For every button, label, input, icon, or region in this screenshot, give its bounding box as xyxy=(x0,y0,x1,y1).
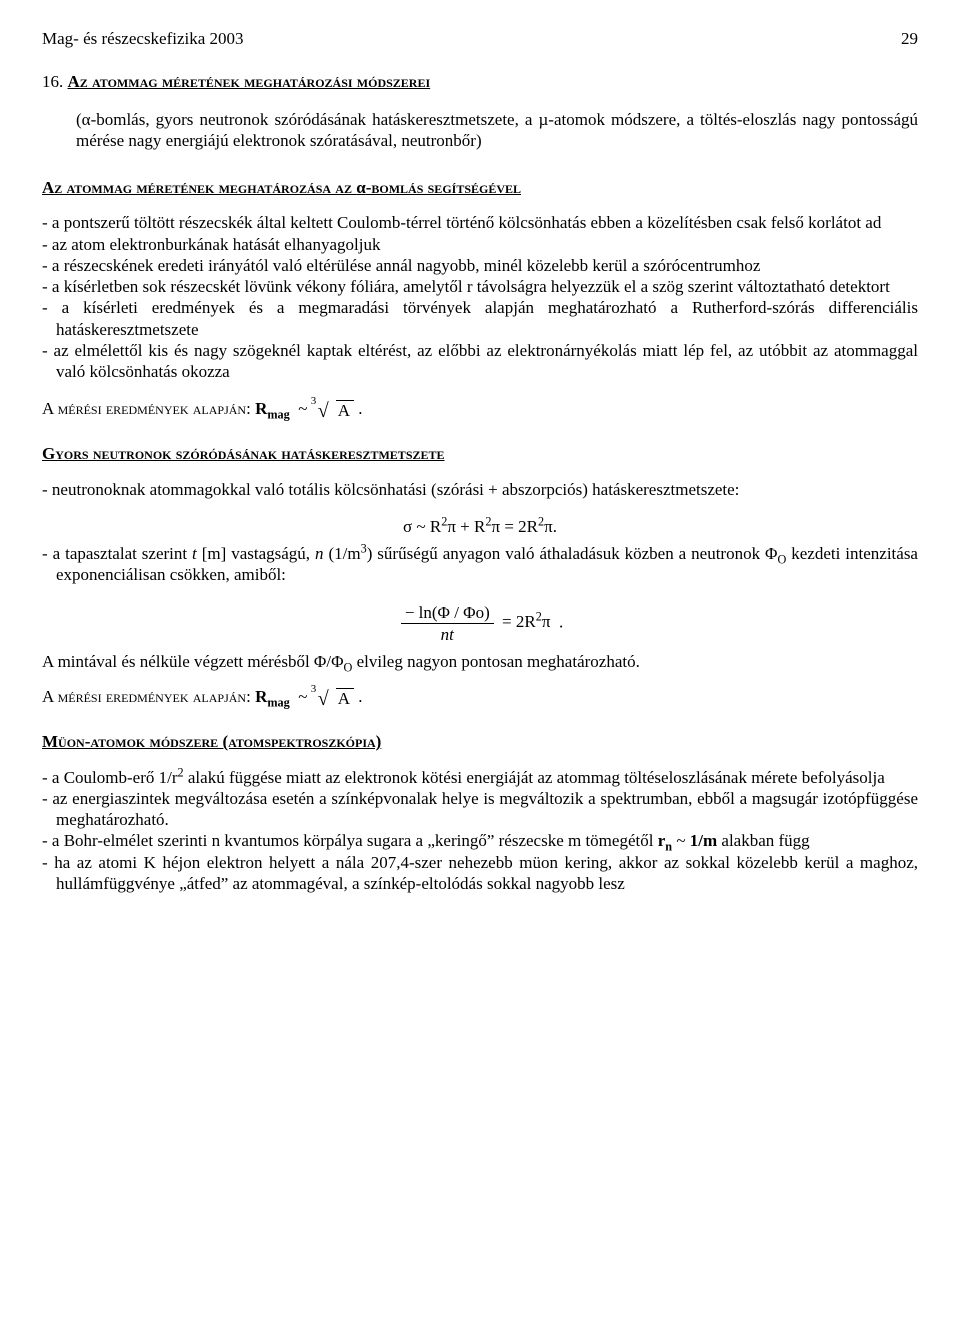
eq2-dot: . xyxy=(559,612,563,631)
neutron-item-2: a tapasztalat szerint t [m] vastagságú, … xyxy=(42,543,918,586)
root-arg-2: A xyxy=(336,688,354,708)
page-number: 29 xyxy=(901,28,918,49)
alpha-symbol: α xyxy=(356,178,366,197)
neutron-eq2: − ln(Φ / Φo) nt = 2R2π . xyxy=(42,602,918,646)
section-intro: (α-bomlás, gyors neutronok szóródásának … xyxy=(42,109,918,152)
section-title: 16. Az atommag méretének meghatározási m… xyxy=(42,71,918,92)
subheading-alpha-post: -bomlás segítségével xyxy=(366,178,521,197)
muon-item: a Coulomb-erő 1/r2 alakú függése miatt a… xyxy=(42,767,918,788)
page-header-left: Mag- és részecskefizika 2003 xyxy=(42,28,244,49)
neutron-p3: A mintával és nélküle végzett mérésből Φ… xyxy=(42,651,918,672)
neutron-item-1: neutronoknak atommagokkal való totális k… xyxy=(42,479,918,500)
fraction-numerator: − ln(Φ / Φo) xyxy=(401,602,494,624)
p3-end: elvileg nagyon pontosan meghatározható. xyxy=(352,652,640,671)
result-formula-1: A mérési eredmények alapján: Rmag ~ 3A . xyxy=(42,398,918,423)
muon-item: ha az atomi K héjon elektron helyett a n… xyxy=(42,852,918,895)
subheading-alpha: Az atommag méretének meghatározása az α-… xyxy=(42,177,918,198)
alpha-item: a pontszerű töltött részecskék által kel… xyxy=(42,212,918,233)
alpha-method-list: a pontszerű töltött részecskék által kel… xyxy=(42,212,918,382)
cuberoot-2: 3A xyxy=(312,686,354,711)
alpha-item: a részecskének eredeti irányától való el… xyxy=(42,255,918,276)
root-index-2: 3 xyxy=(311,683,317,697)
fraction: − ln(Φ / Φo) nt xyxy=(401,602,494,646)
root-index-1: 3 xyxy=(311,395,317,409)
alpha-item: az atom elektronburkának hatását elhanya… xyxy=(42,234,918,255)
alpha-item: a kísérleti eredmények és a megmaradási … xyxy=(42,297,918,340)
alpha-item: az elmélettől kis és nagy szögeknél kapt… xyxy=(42,340,918,383)
result-R-1: R xyxy=(255,399,267,418)
fraction-denominator: nt xyxy=(401,624,494,645)
result-lead-2: A mérési eredmények alapján xyxy=(42,687,246,706)
muon-item: az energiaszintek megváltozása esetén a … xyxy=(42,788,918,831)
tilde-2: ~ xyxy=(298,687,307,706)
result-dot-1: . xyxy=(358,399,362,418)
tilde-1: ~ xyxy=(298,399,307,418)
section-number: 16. xyxy=(42,72,63,91)
muon-item: a Bohr-elmélet szerinti n kvantumos körp… xyxy=(42,830,918,851)
result-lead-1: A mérési eredmények alapján xyxy=(42,399,246,418)
neutron-eq1: σ ~ R2π + R2π = 2R2π. xyxy=(42,516,918,537)
muon-method-list: a Coulomb-erő 1/r2 alakú függése miatt a… xyxy=(42,767,918,895)
p3-main: A mintával és nélküle végzett mérésből Φ… xyxy=(42,652,344,671)
neutron-list: neutronoknak atommagokkal való totális k… xyxy=(42,479,918,500)
neutron-list-2: a tapasztalat szerint t [m] vastagságú, … xyxy=(42,543,918,586)
eq2-rhs: = 2R2π xyxy=(502,612,550,631)
alpha-item: a kísérletben sok részecskét lövünk véko… xyxy=(42,276,918,297)
section-heading: Az atommag méretének meghatározási módsz… xyxy=(68,72,431,91)
root-arg-1: A xyxy=(336,400,354,420)
subheading-neutron: Gyors neutronok szóródásának hatáskeresz… xyxy=(42,443,918,464)
result-dot-2: . xyxy=(358,687,362,706)
result-R-2: R xyxy=(255,687,267,706)
result-formula-2: A mérési eredmények alapján: Rmag ~ 3A . xyxy=(42,686,918,711)
result-Rsub-2: mag xyxy=(267,696,289,710)
result-Rsub-1: mag xyxy=(267,408,289,422)
subheading-muon: Müon-atomok módszere (atomspektroszkópia… xyxy=(42,731,918,752)
subheading-alpha-pre: Az atommag méretének meghatározása az xyxy=(42,178,356,197)
cuberoot-1: 3A xyxy=(312,398,354,423)
